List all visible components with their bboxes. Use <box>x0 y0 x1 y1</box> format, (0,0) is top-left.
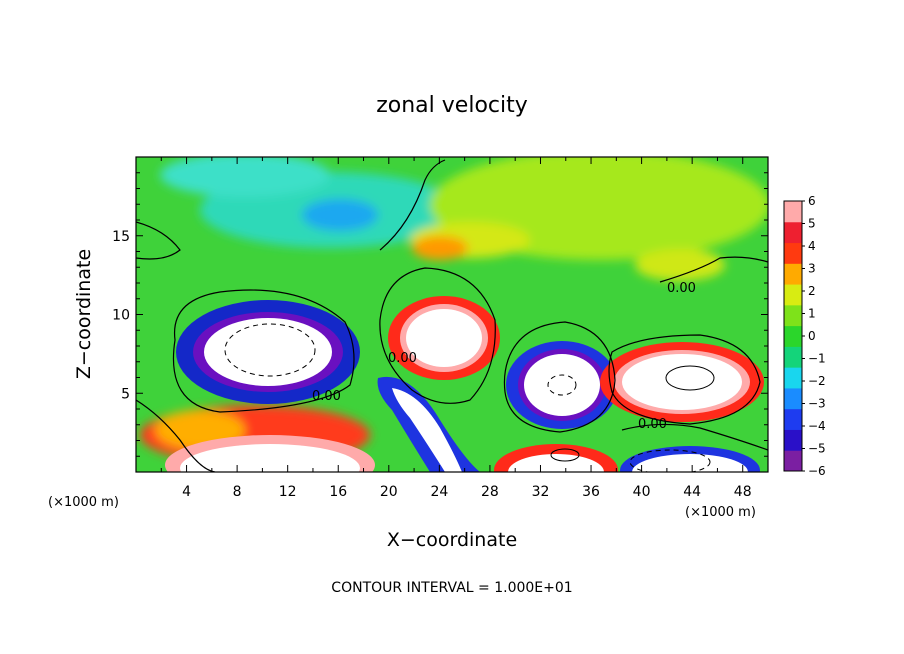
bottom-center-vortex <box>494 444 618 472</box>
contour-line <box>379 159 446 251</box>
colorbar-swatch <box>784 387 802 410</box>
colorbar-swatch <box>784 284 802 306</box>
contour-label: 0.00 <box>638 417 667 432</box>
contour-line <box>224 323 316 377</box>
colorbar-swatch <box>784 408 802 430</box>
x-tick-label: 40 <box>633 484 651 500</box>
x-tick-label: 36 <box>582 484 600 500</box>
vortex-center-right <box>506 341 618 429</box>
contour-label: 0.00 <box>388 351 417 366</box>
x-axis-units-left: (×1000 m) <box>48 495 119 510</box>
x-tick-label: 28 <box>481 484 499 500</box>
colorbar-tick-label: 4 <box>808 239 816 253</box>
colorbar-tick-label: −5 <box>808 442 826 456</box>
bottom-right-vortex <box>620 446 760 472</box>
colorbar-tick-label: 5 <box>808 217 816 231</box>
chart-title: zonal velocity <box>376 93 528 118</box>
colorbar-swatch <box>784 263 802 285</box>
vortex-core <box>406 309 482 367</box>
x-tick-label: 12 <box>279 484 297 500</box>
x-tick-label: 8 <box>233 484 242 500</box>
y-axis-ticks: 5 10 15 <box>112 172 768 457</box>
y-axis-label: Z−coordinate <box>73 249 95 379</box>
contour-label: 0.00 <box>312 389 341 404</box>
x-axis-ticks: 4 8 12 16 20 24 28 32 36 40 44 48 <box>160 157 752 500</box>
colorbar: 6 5 4 3 2 1 0 −1 −2 −3 −4 −5 −6 <box>783 194 826 478</box>
positive-contours <box>550 365 715 462</box>
cyan-region <box>160 157 330 197</box>
colorbar-swatch <box>784 450 802 472</box>
bottom-left-vortex <box>165 435 375 472</box>
contour-line <box>379 267 496 404</box>
colorbar-swatch <box>784 367 802 389</box>
contour-line <box>621 423 768 451</box>
colorbar-tick-label: −1 <box>808 352 826 366</box>
colorbar-swatch <box>784 201 802 223</box>
y-tick-label: 5 <box>121 386 130 402</box>
y-tick-label: 15 <box>112 229 130 245</box>
colorbar-tick-label: −4 <box>808 419 826 433</box>
jet-core <box>392 388 462 472</box>
x-tick-label: 44 <box>683 484 701 500</box>
contour-line <box>503 321 616 433</box>
orange-patch <box>412 236 468 260</box>
colorbar-tick-label: −3 <box>808 397 826 411</box>
colorbar-swatch <box>784 429 802 451</box>
colorbar-swatch <box>784 346 802 368</box>
contour-line <box>659 256 768 283</box>
vortex-left <box>176 300 360 404</box>
colorbar-tick-label: 6 <box>808 194 816 208</box>
contour-line <box>608 334 761 425</box>
vortex-right <box>600 342 764 422</box>
colorbar-tick-label: −6 <box>808 464 826 478</box>
x-tick-label: 48 <box>734 484 752 500</box>
vortex-core <box>204 318 332 386</box>
vortex-core <box>632 454 748 472</box>
vortex-core <box>180 444 360 472</box>
colorbar-swatch <box>784 325 802 347</box>
y-tick-label: 10 <box>112 308 130 324</box>
yellow-patch <box>635 249 725 281</box>
negative-contours <box>224 323 711 472</box>
colorbar-tick-label: 0 <box>808 329 816 343</box>
contour-line <box>550 448 580 462</box>
contour-line <box>136 399 216 472</box>
x-tick-label: 20 <box>380 484 398 500</box>
x-tick-label: 32 <box>532 484 550 500</box>
contour-interval-note: CONTOUR INTERVAL = 1.000E+01 <box>331 580 572 596</box>
contour-line <box>665 365 715 391</box>
colorbar-swatch <box>784 304 802 327</box>
x-axis-label: X−coordinate <box>387 529 517 551</box>
x-axis-units-right: (×1000 m) <box>685 505 756 520</box>
contour-line <box>629 449 711 472</box>
vortex-core <box>508 454 604 472</box>
diagonal-jet <box>377 376 480 472</box>
x-tick-label: 24 <box>430 484 448 500</box>
blue-patch <box>302 199 378 231</box>
vortex-core <box>524 354 600 416</box>
x-tick-label: 4 <box>182 484 191 500</box>
colorbar-swatch <box>784 221 802 244</box>
colorbar-tick-label: 2 <box>808 284 816 298</box>
vortex-mid <box>388 296 500 380</box>
colorbar-swatch <box>784 242 802 264</box>
vortex-core <box>622 354 742 410</box>
heatmap-field <box>136 157 768 472</box>
colorbar-tick-label: 3 <box>808 262 816 276</box>
zero-contours <box>136 159 768 472</box>
contour-line <box>547 374 577 396</box>
x-tick-label: 16 <box>329 484 347 500</box>
contour-line <box>172 289 355 413</box>
contour-label: 0.00 <box>667 281 696 296</box>
contour-line <box>136 221 181 260</box>
colorbar-tick-label: −2 <box>808 374 826 388</box>
colorbar-tick-label: 1 <box>808 307 816 321</box>
field-blobs <box>140 157 768 465</box>
